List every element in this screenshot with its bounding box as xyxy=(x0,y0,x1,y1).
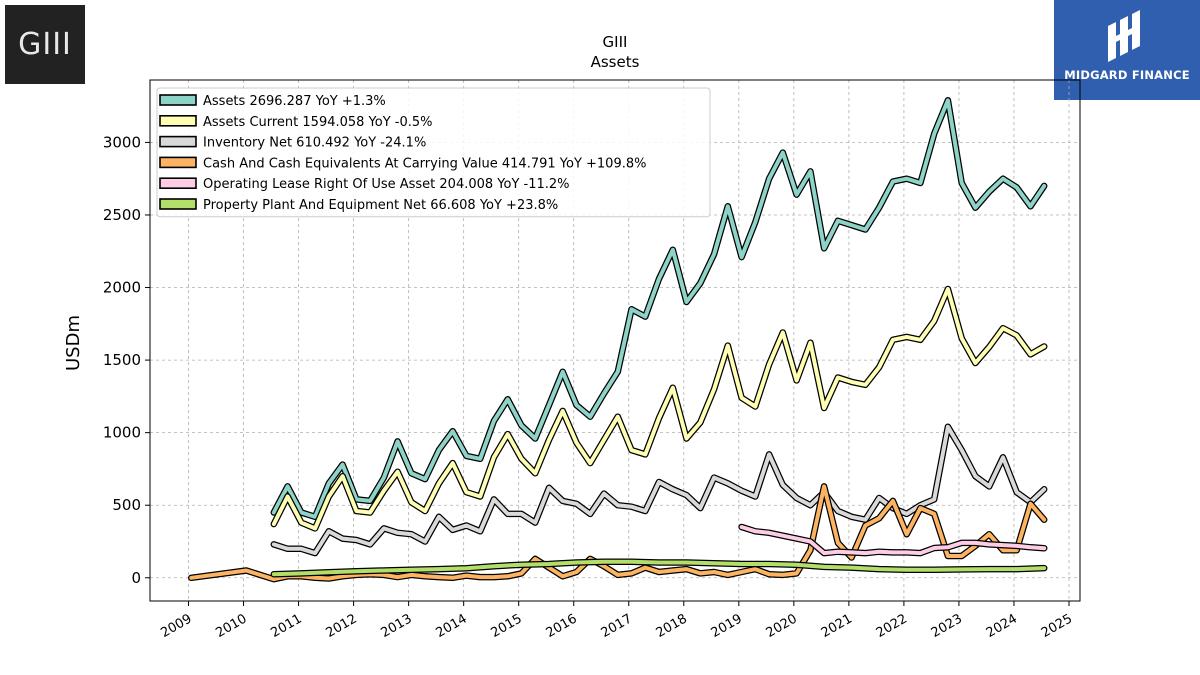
x-tick-label: 2012 xyxy=(323,611,359,641)
y-tick-label: 0 xyxy=(131,569,141,587)
series-line xyxy=(189,484,1047,582)
x-tick-label: 2024 xyxy=(984,611,1020,641)
plot-frame xyxy=(149,79,1081,602)
series-line-outline xyxy=(270,285,1048,532)
legend-label: Assets Current 1594.058 YoY -0.5% xyxy=(203,115,433,130)
legend-label: Assets 2696.287 YoY +1.3% xyxy=(203,94,386,109)
y-tick-label: 3000 xyxy=(103,133,141,151)
midgard-mark-icon xyxy=(1108,10,1140,62)
x-tick-label: 2013 xyxy=(378,611,414,641)
x-tick-label: 2025 xyxy=(1039,611,1075,641)
x-tick-label: 2011 xyxy=(268,611,304,641)
x-tick-label: 2009 xyxy=(158,611,194,641)
legend-swatch xyxy=(159,94,197,106)
x-tick-label: 2017 xyxy=(599,611,635,641)
y-tick-label: 2000 xyxy=(103,279,141,297)
x-tick-label: 2016 xyxy=(544,611,580,641)
midgard-finance-logo: MIDGARD FINANCE xyxy=(1054,0,1200,100)
y-tick-label: 2500 xyxy=(103,206,141,224)
chart-title: GIII xyxy=(603,33,628,51)
legend-label: Property Plant And Equipment Net 66.608 … xyxy=(203,198,558,213)
series-line xyxy=(271,424,1047,556)
series-line xyxy=(271,287,1047,531)
series-line xyxy=(739,525,1047,556)
y-tick-label: 1000 xyxy=(103,424,141,442)
series-line-outline xyxy=(270,423,1048,557)
x-tick-label: 2023 xyxy=(929,611,965,641)
x-tick-label: 2019 xyxy=(709,611,745,641)
y-tick-label: 500 xyxy=(112,496,141,514)
legend-label: Operating Lease Right Of Use Asset 204.0… xyxy=(203,177,570,192)
series-line xyxy=(271,559,1047,577)
x-tick-label: 2021 xyxy=(819,611,855,641)
company-logo: GIII xyxy=(5,5,85,84)
x-tick-label: 2014 xyxy=(434,611,470,641)
y-tick-label: 1500 xyxy=(103,351,141,369)
legend-swatch xyxy=(159,135,197,148)
company-logo-text: GIII xyxy=(18,27,72,62)
legend-swatch xyxy=(159,115,197,127)
legend-swatch xyxy=(159,198,197,210)
series-layer xyxy=(188,97,1048,583)
legend-label: Cash And Cash Equivalents At Carrying Va… xyxy=(203,156,646,171)
legend: Assets 2696.287 YoY +1.3% Assets Current … xyxy=(156,87,711,218)
x-tick-label: 2010 xyxy=(213,611,249,641)
legend-swatch xyxy=(159,156,197,169)
legend-swatch xyxy=(159,177,197,189)
series-line xyxy=(271,98,1047,519)
y-axis-label: USDm xyxy=(63,315,84,371)
chart-subtitle: Assets xyxy=(591,53,640,71)
legend-label: Inventory Net 610.492 YoY -24.1% xyxy=(203,136,426,151)
x-tick-label: 2022 xyxy=(874,611,910,641)
x-tick-label: 2015 xyxy=(489,611,525,641)
x-tick-label: 2020 xyxy=(764,611,800,641)
legend-box xyxy=(156,87,711,218)
x-tick-label: 2018 xyxy=(654,611,690,641)
midgard-logo-text: MIDGARD FINANCE xyxy=(1064,68,1190,82)
